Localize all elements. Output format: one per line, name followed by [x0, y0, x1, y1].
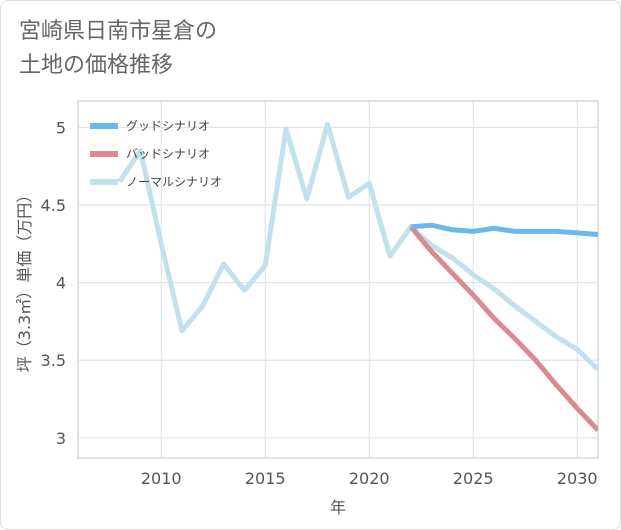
x-tick-label: 2020 — [349, 469, 390, 488]
legend-label-1: バッドシナリオ — [126, 147, 210, 161]
y-tick-label: 4.5 — [41, 196, 66, 215]
y-tick-label: 4 — [56, 274, 66, 293]
series-line-0 — [410, 222, 598, 237]
axis-ticks: 2010 2015 2020 2025 2030 3 3.5 4 4.5 5 — [41, 118, 598, 488]
chart-title: 宮崎県日南市星倉の 土地の価格推移 — [19, 15, 217, 83]
chart-title-line-1: 宮崎県日南市星倉の — [19, 19, 218, 44]
x-tick-label: 2025 — [453, 469, 494, 488]
x-tick-label: 2030 — [557, 469, 598, 488]
x-tick-label: 2015 — [245, 469, 286, 488]
chart-title-line-2: 土地の価格推移 — [19, 53, 174, 78]
y-tick-label: 5 — [56, 118, 66, 137]
y-tick-label: 3 — [56, 429, 66, 448]
grid-lines — [78, 101, 598, 458]
x-axis-label: 年 — [330, 498, 346, 517]
legend-label-2: ノーマルシナリオ — [126, 175, 222, 189]
legend-label-0: グッドシナリオ — [126, 119, 210, 133]
series-line-1 — [408, 225, 598, 432]
y-tick-label: 3.5 — [41, 351, 66, 370]
x-tick-label: 2010 — [141, 469, 182, 488]
y-axis-label: 坪（3.3㎡）単価（万円） — [15, 187, 34, 372]
series-lines — [117, 121, 598, 432]
series-line-2 — [117, 121, 598, 372]
